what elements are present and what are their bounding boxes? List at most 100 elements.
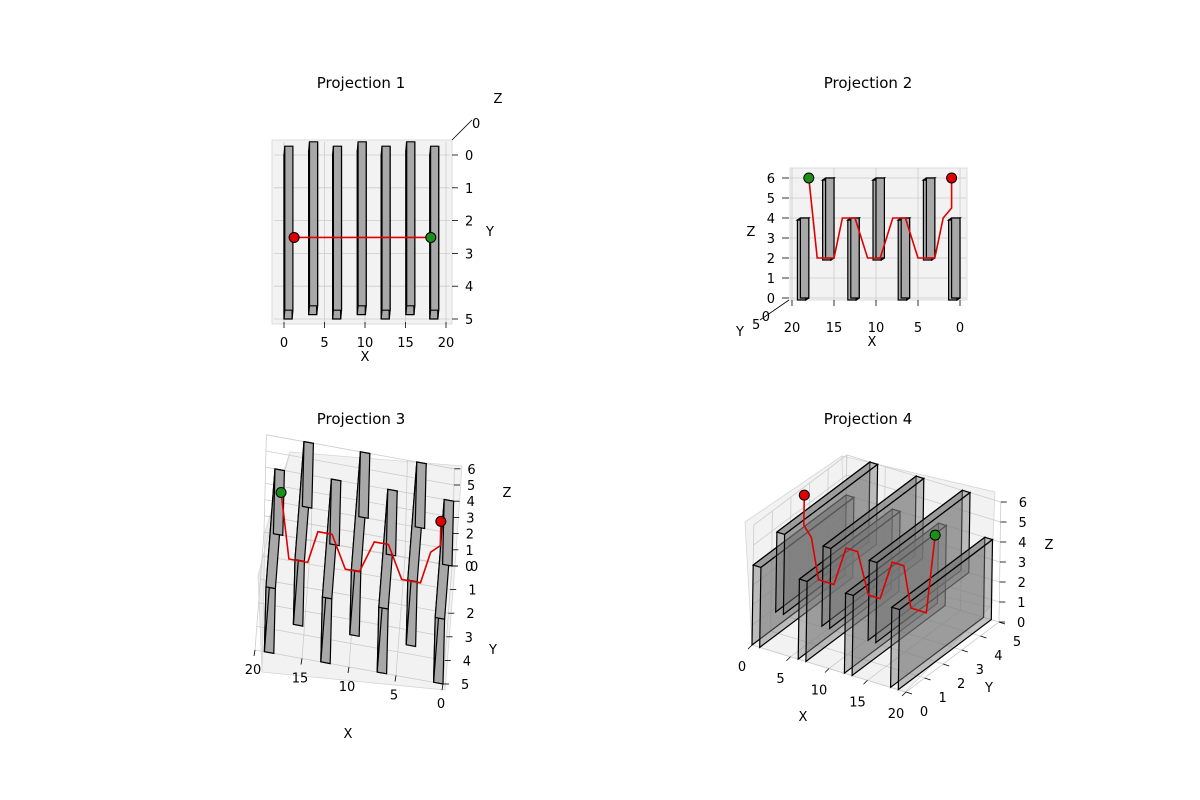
goal-point [946, 172, 958, 184]
projection-3-zlabel: Z [503, 486, 512, 501]
wall-4-front-face [329, 478, 342, 547]
start-point [929, 529, 941, 541]
z-tick-label: 1 [1017, 596, 1025, 611]
z-tick-label: 0 [472, 117, 480, 132]
x-tick-label: 15 [849, 695, 866, 710]
x-floor-gridline [395, 557, 406, 676]
x-tick-label: 0 [437, 697, 445, 712]
x-tick-label: 20 [784, 321, 801, 336]
x-tick-label: 15 [292, 672, 309, 687]
y-axis-line [759, 299, 790, 321]
y-tick-mark [980, 635, 987, 639]
start-point [425, 231, 437, 243]
projection-2-walls [795, 176, 962, 302]
projection-2-path [803, 172, 958, 259]
wall-1-front-face [925, 177, 936, 259]
z-gridline [753, 474, 1001, 546]
wall-0-top-face [284, 145, 294, 311]
x-tick-label: 5 [390, 689, 398, 704]
z-tick-label: 0 [1017, 616, 1025, 631]
z-tick-label: 5 [767, 192, 775, 207]
y-tick-label: 2 [466, 607, 474, 622]
z-tick-label: 4 [467, 495, 475, 510]
y-tick-label: 5 [752, 318, 760, 333]
y-tick-label: 1 [468, 584, 476, 599]
projection-4-xlabel: X [799, 710, 808, 725]
x-tick-mark [253, 649, 256, 657]
y-tick-mark [905, 691, 913, 695]
wall-5-right-face [875, 491, 971, 644]
projection-2-xlabel: X [868, 335, 877, 350]
y-tick-label: 3 [465, 247, 473, 262]
y-tick-label: 3 [465, 631, 473, 646]
y-tick-label: 0 [470, 560, 478, 575]
x-tick-label: 10 [811, 684, 828, 699]
z-tick-label: 2 [466, 528, 474, 543]
x-tick-label: 10 [868, 321, 885, 336]
x-tick-mark [863, 679, 868, 685]
z-tick-label: 0 [465, 560, 473, 575]
z-axis-line [451, 119, 473, 141]
y-tick-mark [961, 649, 968, 653]
z-tick-label: 4 [767, 212, 775, 227]
y-gridline [256, 626, 445, 661]
wall-0-front-face [441, 498, 455, 567]
projection-1-ylabel: Y [485, 225, 494, 240]
x-floor-gridline [442, 565, 453, 685]
projection-3-xlabel: X [344, 727, 353, 742]
start-point [275, 486, 287, 498]
projection-4-title: Projection 4 [824, 410, 912, 428]
projection-3-ylabel: Y [488, 643, 497, 658]
x-tick-mark [441, 683, 444, 691]
wall-5-front-face [824, 177, 835, 259]
wall-5-top-face [406, 141, 416, 307]
goal-point [798, 489, 810, 501]
wall-1-top-face [308, 141, 319, 307]
y-tick-label: 0 [920, 705, 928, 720]
y-tick-label: 5 [465, 313, 473, 328]
z-tick-label: 5 [467, 479, 475, 494]
projection-1-xlabel: X [361, 350, 370, 365]
projection-3-title: Projection 3 [317, 410, 405, 428]
z-tick-label: 0 [767, 292, 775, 307]
x-tick-label: 15 [826, 321, 843, 336]
x-tick-label: 10 [357, 336, 374, 351]
wall-6-front-face [799, 217, 810, 299]
projection-2-ylabel: Y [735, 325, 744, 340]
x-tick-label: 5 [776, 672, 784, 687]
z-tick-label: 5 [1019, 516, 1027, 531]
projection-4-path [798, 489, 941, 614]
wall-1-right-face [782, 463, 879, 616]
projection-4-zlabel: Z [1045, 538, 1054, 553]
x-tick-mark [747, 644, 753, 650]
wall-0-front-face [950, 217, 961, 299]
y-tick-label: 2 [957, 677, 965, 692]
projection-4-ylabel: Y [984, 681, 993, 696]
x-tick-mark [394, 675, 397, 682]
wall-4-top-face [381, 145, 391, 311]
wall-3-right-face [828, 477, 925, 630]
x-tick-mark [901, 691, 907, 697]
wall-2-front-face [385, 488, 398, 557]
z-tick-label: 6 [767, 172, 775, 187]
z-tick-label: 2 [767, 252, 775, 267]
z-gridline [753, 454, 1001, 526]
goal-point [435, 515, 447, 527]
x-tick-label: 0 [738, 660, 746, 675]
planned-path-line [280, 492, 442, 584]
x-tick-label: 5 [320, 336, 328, 351]
z-tick-label: 4 [1018, 536, 1026, 551]
projection-2-zlabel: Z [747, 225, 756, 240]
y-tick-label: 4 [463, 654, 471, 669]
y-tick-label: 0 [762, 310, 770, 325]
wall-3-front-face [875, 177, 886, 259]
projection-1: Projection 1 0 5 10 15 20 0 1 2 3 4 5 0 X Y Z [271, 74, 503, 365]
y-tick-label: 2 [465, 215, 473, 230]
x-tick-label: 20 [245, 663, 262, 678]
wall-5-front-face [301, 440, 315, 509]
